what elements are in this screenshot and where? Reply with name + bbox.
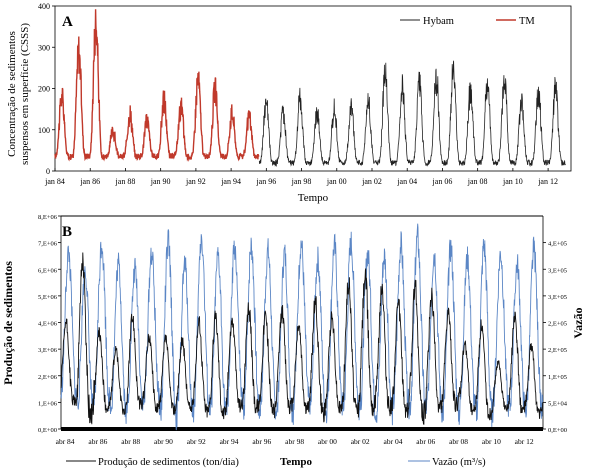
b-xtick-label: abr 12	[515, 437, 534, 446]
b-right-tick-label: 3,E+05	[548, 294, 567, 301]
legend-tm-label: TM	[519, 16, 535, 27]
b-xtick-label: abr 92	[187, 437, 206, 446]
panel-b-right-axis: 0,E+00 5,E+04 1,E+05 2,E+05 2,E+05 3,E+05 3,E+…	[543, 241, 568, 434]
b-xtick-label: abr 06	[416, 437, 435, 446]
panel-a: A 0 100 200 300 400 jan 84 jan 86 jan 88 jan 90…	[6, 2, 572, 204]
b-xtick-label: abr 98	[285, 437, 304, 446]
b-left-tick-label: 6,E+06	[38, 267, 58, 274]
panel-a-label: A	[62, 14, 73, 30]
a-xtick-label: jan 00	[326, 177, 347, 186]
a-xtick-label: jan 94	[220, 177, 241, 186]
b-xtick-label: abr 94	[220, 437, 239, 446]
b-xtick-label: abr 90	[154, 437, 173, 446]
a-xtick-label: jan 84	[44, 177, 65, 186]
panel-b-x-axis: abr 84 abr 86 abr 88 abr 90 abr 92 abr 94 abr …	[56, 437, 534, 446]
a-ytick-label: 0	[46, 167, 50, 176]
b-right-tick-label: 0,E+00	[548, 427, 567, 434]
a-xtick-label: jan 88	[115, 177, 136, 186]
b-right-tick-label: 1,E+05	[548, 374, 567, 381]
panel-a-y-axis: 0 100 200 300 400	[38, 2, 55, 176]
a-xtick-label: jan 98	[291, 177, 312, 186]
a-xtick-label: jan 86	[79, 177, 100, 186]
b-xtick-label: abr 88	[121, 437, 140, 446]
panel-b-ylabel-right: Vazão	[571, 308, 585, 339]
sediment-series-line	[60, 252, 544, 425]
b-right-tick-label: 2,E+05	[548, 321, 567, 328]
b-right-tick-label: 5,E+04	[548, 400, 568, 407]
a-ytick-label: 400	[38, 2, 50, 11]
b-xtick-label: abr 08	[449, 437, 468, 446]
panel-b-xlabel: Tempo	[280, 456, 312, 468]
b-right-tick-label: 4,E+05	[548, 241, 567, 248]
panel-a-frame	[54, 5, 572, 172]
legend-discharge-label: Vazão (m³/s)	[432, 457, 486, 468]
panel-b-series	[60, 223, 544, 431]
b-left-tick-label: 5,E+06	[38, 294, 58, 301]
legend-hybam-label: Hybam	[423, 16, 454, 27]
a-ytick-label: 100	[38, 126, 50, 135]
b-left-tick-label: 4,E+06	[38, 321, 58, 328]
a-ytick-label: 300	[38, 43, 50, 52]
hybam-series-line	[258, 60, 566, 168]
a-xtick-label: jan 12	[537, 177, 558, 186]
b-left-tick-label: 2,E+06	[38, 374, 58, 381]
discharge-series-line	[60, 223, 544, 431]
panel-b-left-axis: 0,E+00 1,E+06 2,E+06 3,E+06 4,E+06 5,E+06 6,E+…	[38, 214, 61, 434]
panel-b-legend: Produção de sedimentos (ton/dia) Vazão (…	[66, 457, 486, 468]
b-left-tick-label: 1,E+06	[38, 400, 58, 407]
a-xtick-label: jan 02	[361, 177, 382, 186]
a-xtick-label: jan 92	[185, 177, 206, 186]
b-xtick-label: abr 10	[482, 437, 501, 446]
panel-b: B 0,E+00 1,E+06 2,E+06 3,E+06 4,E+06 5,E+06 6,…	[1, 214, 585, 468]
b-xtick-label: abr 84	[56, 437, 75, 446]
a-xtick-label: jan 08	[467, 177, 488, 186]
a-xtick-label: jan 06	[432, 177, 453, 186]
b-xtick-label: abr 86	[88, 437, 107, 446]
b-xtick-label: abr 96	[252, 437, 271, 446]
b-left-tick-label: 7,E+06	[38, 241, 58, 248]
b-xtick-label: abr 00	[318, 437, 337, 446]
panel-a-series	[54, 9, 566, 168]
panel-a-x-axis: jan 84 jan 86 jan 88 jan 90 jan 92 jan 94 jan …	[44, 168, 558, 186]
b-xtick-label: abr 02	[351, 437, 370, 446]
b-left-tick-label: 0,E+00	[38, 427, 57, 434]
a-ytick-label: 200	[38, 85, 50, 94]
tm-series-line	[54, 9, 260, 162]
panel-a-legend: Hybam TM	[400, 16, 535, 27]
b-right-tick-label: 2,E+05	[548, 347, 567, 354]
b-xtick-label: abr 04	[384, 437, 403, 446]
a-xtick-label: jan 04	[396, 177, 417, 186]
a-xtick-label: jan 90	[150, 177, 171, 186]
a-xtick-label: jan 10	[502, 177, 523, 186]
panel-b-label: B	[62, 224, 72, 240]
panel-a-xlabel: Tempo	[298, 192, 329, 204]
panel-b-ylabel-left: Produção de sedimentos	[1, 261, 15, 385]
legend-sediment-label: Produção de sedimentos (ton/dia)	[98, 457, 239, 468]
b-left-tick-label: 8,E+06	[38, 214, 58, 221]
b-right-tick-label: 3,E+05	[548, 267, 567, 274]
a-xtick-label: jan 96	[255, 177, 276, 186]
b-left-tick-label: 3,E+06	[38, 347, 58, 354]
panel-a-ylabel-line1: Concentração de sedimentos	[6, 31, 18, 157]
panel-a-ylabel-line2: suspensos em superfície (CSSS)	[19, 23, 31, 165]
